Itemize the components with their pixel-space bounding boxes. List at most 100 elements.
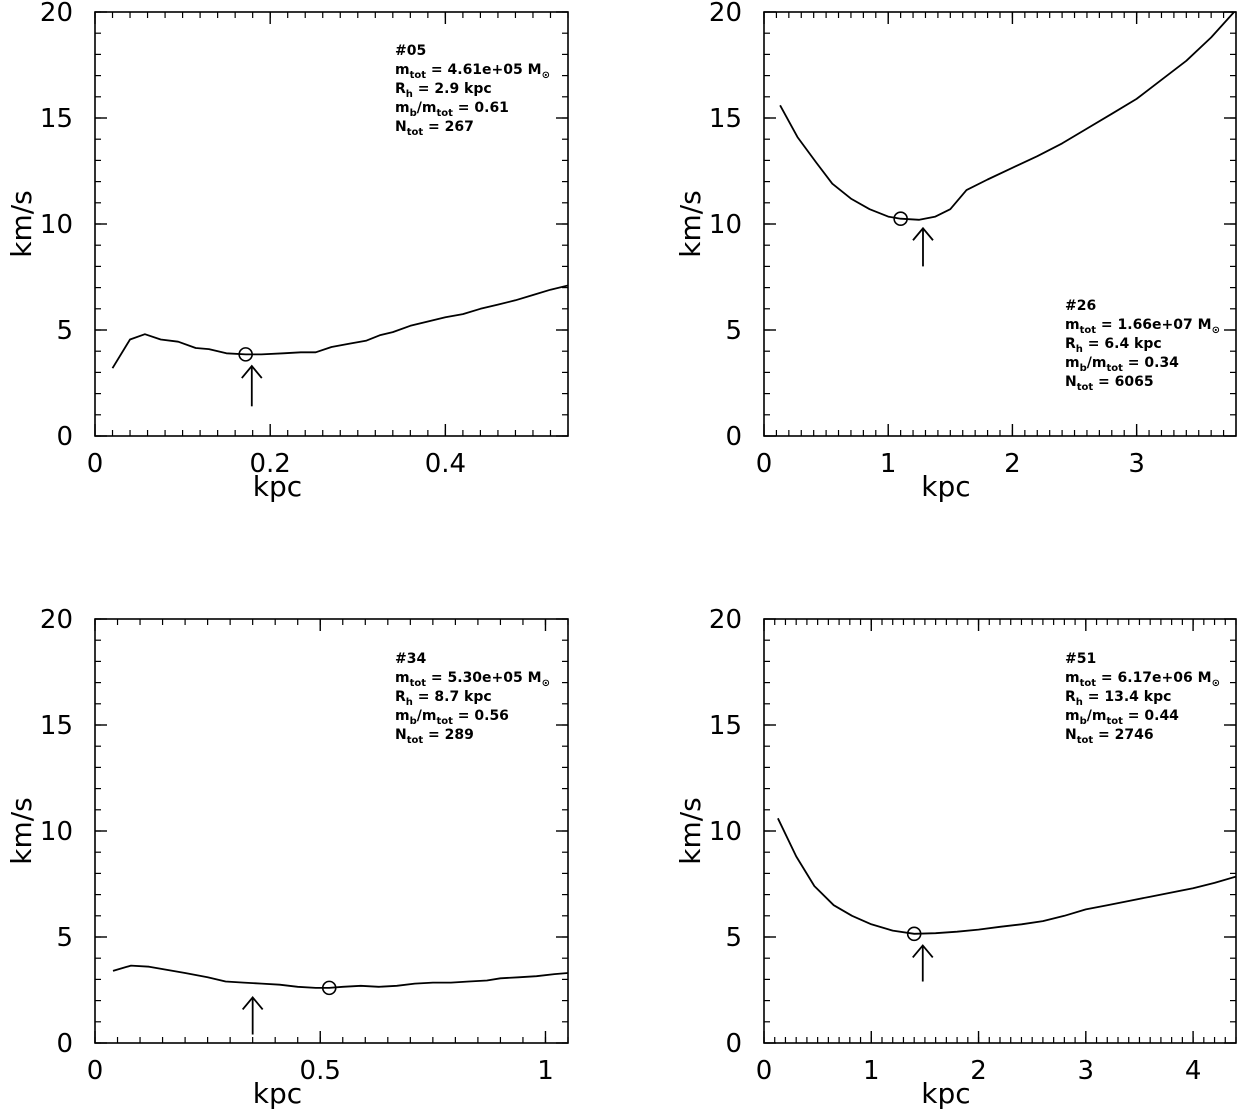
annotation-text: = 0.34 (1123, 355, 1179, 371)
arrow-marker (241, 996, 264, 1035)
arrow-marker (241, 364, 263, 407)
x-tick-label: 4 (1185, 1056, 1202, 1086)
x-tick-label: 0 (87, 449, 104, 479)
y-tick-label: 10 (40, 817, 73, 847)
annotation-subscript: tot (410, 678, 427, 689)
annotation-subscript: tot (410, 70, 427, 81)
annotation-count: Ntot = 2746 (1065, 727, 1154, 746)
annotation-mass: mtot = 1.66e+07 M⊙ (1065, 317, 1220, 336)
x-tick-label: 3 (1128, 449, 1145, 479)
x-tick-label: 1 (880, 449, 897, 479)
y-tick-label: 15 (709, 711, 742, 741)
y-tick-label: 5 (725, 923, 742, 953)
annotation-id: #51 (1065, 651, 1096, 667)
x-tick-label: 0 (756, 1056, 773, 1086)
annotation-count: Ntot = 289 (395, 727, 474, 746)
annotation-subscript: ⊙ (1212, 678, 1220, 689)
annotation-id: #34 (395, 651, 426, 667)
arrow-head (912, 944, 934, 959)
y-tick-label: 15 (40, 711, 73, 741)
y-tick-label: 20 (40, 605, 73, 635)
annotation-subscript: h (406, 89, 413, 100)
annotation-subscript: b (410, 108, 417, 119)
annotation-mass-ratio: mb/mtot = 0.61 (395, 100, 509, 119)
velocity-curve (779, 12, 1236, 221)
annotation-subscript: ⊙ (542, 678, 550, 689)
annotation-mass: mtot = 4.61e+05 M⊙ (395, 62, 550, 81)
annotation-radius: Rh = 6.4 kpc (1065, 336, 1162, 355)
annotation-text: R (1065, 689, 1076, 705)
annotation-text: = 0.56 (453, 708, 509, 724)
annotation-text: = 1.66e+07 M (1096, 317, 1212, 333)
annotation-subscript: tot (1077, 382, 1094, 393)
annotation-subscript: tot (1106, 716, 1123, 727)
annotation-text: N (1065, 374, 1077, 390)
annotation-mass-ratio: mb/mtot = 0.56 (395, 708, 509, 727)
x-axis-title: kpc (253, 1077, 302, 1110)
y-axis-title: km/s (5, 797, 38, 865)
y-axis-title: km/s (674, 797, 707, 865)
annotation-text: m (395, 670, 410, 686)
annotation-subscript: h (406, 697, 413, 708)
annotation-radius: Rh = 13.4 kpc (1065, 689, 1171, 708)
x-tick-label: 0.2 (250, 449, 291, 479)
annotation-text: = 0.44 (1123, 708, 1179, 724)
x-tick-label: 1 (537, 1056, 554, 1086)
annotation-text: m (1065, 708, 1080, 724)
annotation-subscript: tot (1077, 735, 1094, 746)
y-tick-label: 0 (725, 422, 742, 452)
annotation-mass: mtot = 6.17e+06 M⊙ (1065, 670, 1220, 689)
x-tick-label: 1 (863, 1056, 880, 1086)
annotation-text: #05 (395, 43, 426, 59)
y-tick-label: 5 (725, 316, 742, 346)
annotation-subscript: b (410, 716, 417, 727)
x-tick-label: 2 (1004, 449, 1021, 479)
arrow-marker (912, 226, 934, 267)
annotation-text: = 2746 (1093, 727, 1153, 743)
x-axis-title: kpc (253, 470, 302, 503)
annotation-text: /m (417, 100, 437, 116)
annotation-mass: mtot = 5.30e+05 M⊙ (395, 670, 550, 689)
annotation-text: /m (1087, 355, 1107, 371)
annotation-text: N (395, 727, 407, 743)
annotation-subscript: tot (407, 127, 424, 138)
annotation-subscript: tot (436, 108, 453, 119)
minimum-marker (893, 211, 908, 226)
y-tick-label: 10 (709, 210, 742, 240)
annotation-subscript: b (1080, 716, 1087, 727)
plot-frame (763, 11, 1237, 437)
annotation-text: = 5.30e+05 M (426, 670, 542, 686)
annotation-text: = 8.7 kpc (413, 689, 492, 705)
annotation-subscript: tot (1080, 325, 1097, 336)
y-tick-label: 0 (56, 422, 73, 452)
annotation-text: = 267 (423, 119, 474, 135)
annotation-text: N (395, 119, 407, 135)
minimum-marker (906, 926, 922, 942)
x-tick-label: 0.5 (300, 1056, 341, 1086)
y-axis-title: km/s (5, 190, 38, 258)
annotation-text: #26 (1065, 298, 1096, 314)
annotation-subscript: h (1076, 697, 1083, 708)
annotation-mass-ratio: mb/mtot = 0.34 (1065, 355, 1179, 374)
arrow-marker (912, 944, 934, 982)
annotation-text: = 2.9 kpc (413, 81, 492, 97)
annotation-text: m (395, 62, 410, 78)
annotation-text: = 13.4 kpc (1083, 689, 1172, 705)
annotation-text: /m (417, 708, 437, 724)
annotation-text: /m (1087, 708, 1107, 724)
velocity-curve (111, 284, 568, 369)
annotation-text: = 4.61e+05 M (426, 62, 542, 78)
annotation-subscript: tot (407, 735, 424, 746)
velocity-curve (777, 817, 1236, 935)
annotation-text: = 6.4 kpc (1083, 336, 1162, 352)
annotation-text: m (1065, 317, 1080, 333)
annotation-text: m (395, 100, 410, 116)
annotation-subscript: ⊙ (1212, 325, 1220, 336)
annotation-subscript: tot (436, 716, 453, 727)
x-tick-label: 0 (87, 1056, 104, 1086)
